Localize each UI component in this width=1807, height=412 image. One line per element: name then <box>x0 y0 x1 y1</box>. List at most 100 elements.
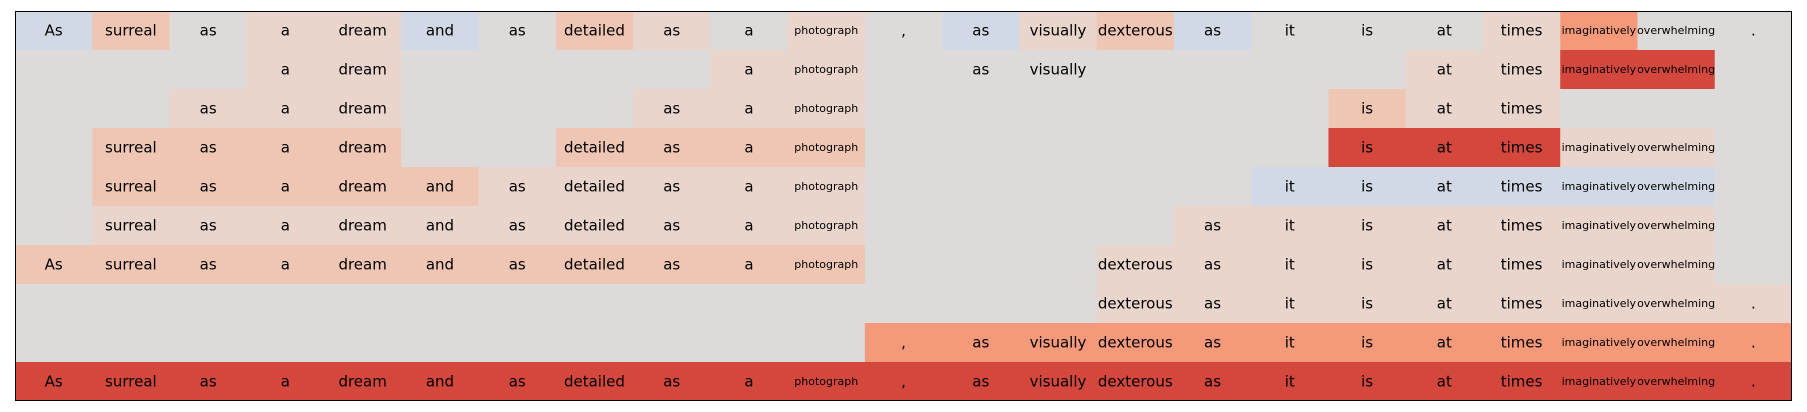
heatmap-cell <box>1482 167 1561 207</box>
heatmap-cell <box>1637 284 1716 324</box>
token-label: as <box>509 178 526 196</box>
heatmap-cell <box>710 11 789 51</box>
token-label: surreal <box>105 139 157 157</box>
heatmap-cell <box>1405 206 1484 246</box>
heatmap-cell <box>787 89 866 129</box>
heatmap-cell <box>555 362 634 401</box>
heatmap-cell <box>942 284 1020 324</box>
token-label: detailed <box>564 178 625 196</box>
token-label: dexterous <box>1098 373 1173 391</box>
token-label: it <box>1285 256 1295 274</box>
token-label: times <box>1501 22 1543 40</box>
heatmap-cell <box>92 167 171 207</box>
token-label: . <box>1751 334 1756 352</box>
heatmap-cell <box>1482 50 1561 90</box>
token-label: as <box>1204 256 1221 274</box>
heatmap-cell <box>1019 323 1098 363</box>
token-label: a <box>744 100 753 118</box>
heatmap-cell <box>633 128 711 168</box>
token-label: it <box>1285 295 1295 313</box>
heatmap-cell <box>15 206 93 246</box>
heatmap-cell <box>633 50 711 90</box>
token-label: as <box>200 100 217 118</box>
token-label: imaginatively <box>1562 180 1637 193</box>
token-label: a <box>281 139 290 157</box>
heatmap-cell <box>1096 89 1175 129</box>
heatmap-cell <box>1714 362 1792 401</box>
token-label: and <box>426 217 454 235</box>
heatmap-cell <box>1173 206 1252 246</box>
heatmap-cell <box>787 50 866 90</box>
heatmap-cell <box>864 245 943 285</box>
heatmap-cell <box>710 245 789 285</box>
token-label: a <box>744 373 753 391</box>
token-label: a <box>744 61 753 79</box>
heatmap-cell <box>1173 89 1252 129</box>
heatmap-cell <box>1019 167 1098 207</box>
token-label: a <box>744 256 753 274</box>
token-label: overwhelming <box>1637 219 1715 232</box>
heatmap-cell <box>1482 245 1561 285</box>
heatmap-cell <box>555 323 634 363</box>
heatmap-cell <box>401 11 480 51</box>
heatmap-cell <box>1251 89 1330 129</box>
token-label: overwhelming <box>1637 24 1715 37</box>
token-label: surreal <box>105 256 157 274</box>
token-label: a <box>281 178 290 196</box>
heatmap-cell <box>1560 362 1639 401</box>
heatmap-cell <box>555 284 634 324</box>
heatmap-cell <box>1637 245 1716 285</box>
token-label: times <box>1501 61 1543 79</box>
token-label: visually <box>1030 334 1087 352</box>
heatmap-cell <box>1328 89 1407 129</box>
token-label: times <box>1501 334 1543 352</box>
token-label: as <box>1204 295 1221 313</box>
heatmap-cell <box>246 50 325 90</box>
heatmap-cell <box>1405 50 1484 90</box>
token-label: overwhelming <box>1637 180 1715 193</box>
token-label: dexterous <box>1098 256 1173 274</box>
token-label: is <box>1361 373 1373 391</box>
token-label: as <box>663 139 680 157</box>
heatmap-cell <box>1173 50 1252 90</box>
heatmap-cell <box>555 245 634 285</box>
heatmap-cell <box>169 128 248 168</box>
heatmap-cell <box>1482 206 1561 246</box>
heatmap-cell <box>1328 128 1407 168</box>
token-label: photograph <box>794 219 858 232</box>
token-label: . <box>1751 373 1756 391</box>
heatmap-cell <box>1096 167 1175 207</box>
heatmap-cell <box>401 245 480 285</box>
heatmap-cell <box>1560 128 1639 168</box>
heatmap-cell <box>15 362 93 401</box>
heatmap-cell <box>15 323 93 363</box>
heatmap-cell <box>169 245 248 285</box>
token-label: is <box>1361 295 1373 313</box>
token-label: is <box>1361 334 1373 352</box>
heatmap-cell <box>1714 284 1792 324</box>
heatmap-cell <box>1019 206 1098 246</box>
token-label: overwhelming <box>1637 336 1715 349</box>
heatmap-cell <box>478 245 557 285</box>
heatmap-cell <box>710 128 789 168</box>
heatmap-cell <box>1251 50 1330 90</box>
token-label: imaginatively <box>1562 24 1637 37</box>
heatmap-cell <box>401 128 480 168</box>
heatmap-cell <box>1560 206 1639 246</box>
heatmap-cell <box>1714 167 1792 207</box>
heatmap-cell <box>555 89 634 129</box>
token-label: imaginatively <box>1562 63 1637 76</box>
token-label: is <box>1361 178 1373 196</box>
heatmap-cell <box>1560 245 1639 285</box>
heatmap-cell <box>555 11 634 51</box>
token-label: As <box>45 22 63 40</box>
heatmap-cell <box>1405 11 1484 51</box>
heatmap-cell <box>633 284 711 324</box>
token-label: photograph <box>794 180 858 193</box>
token-label: a <box>744 139 753 157</box>
heatmap-cell <box>1173 128 1252 168</box>
heatmap-cell <box>710 50 789 90</box>
token-label: at <box>1437 139 1452 157</box>
heatmap-cell <box>92 128 171 168</box>
token-label: a <box>281 100 290 118</box>
